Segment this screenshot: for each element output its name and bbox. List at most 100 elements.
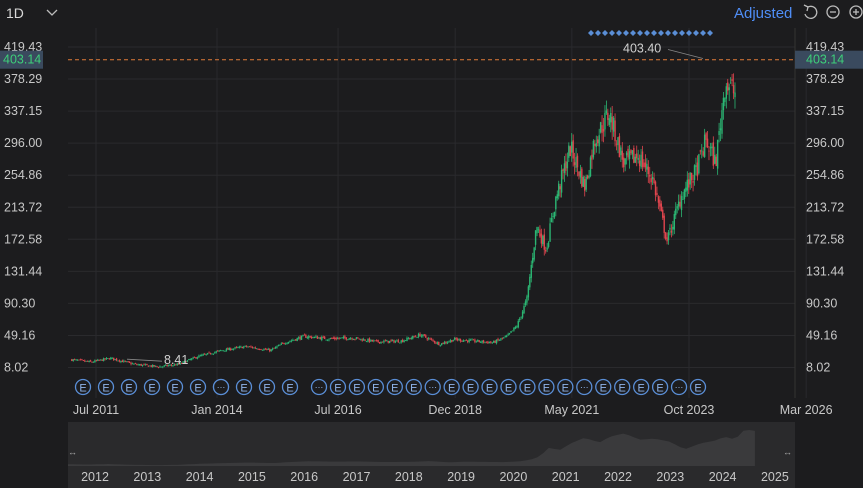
candle-body [539,229,541,237]
more-events-icon[interactable] [212,378,230,396]
navigator-right-handle[interactable]: ↔ [783,447,792,457]
dividend-marker-icon[interactable] [679,30,685,36]
dividend-marker-icon[interactable] [672,30,678,36]
candle-body [706,138,709,148]
current-price-label-right: 403.14 [806,53,844,67]
candle-body [341,337,343,339]
earnings-marker-icon[interactable] [348,378,366,396]
dividend-marker-icon[interactable] [651,30,657,36]
reset-icon[interactable] [803,4,818,19]
candle-body [232,348,235,350]
dividend-marker-icon[interactable] [658,30,664,36]
candle-body [150,365,152,367]
earnings-marker-icon[interactable] [595,378,612,396]
dividend-marker-icon[interactable] [595,30,601,36]
candle-body [377,340,379,343]
earnings-marker-icon[interactable] [143,378,161,396]
more-events-icon[interactable] [424,378,441,396]
candle-body [485,341,488,343]
candle-body [420,335,423,337]
earnings-marker-icon[interactable] [235,378,253,396]
earnings-marker-label: E [171,383,178,395]
candle-body [513,327,515,331]
earnings-marker-icon[interactable] [405,378,422,396]
earnings-marker-label: … [315,380,324,390]
dividend-marker-icon[interactable] [616,30,622,36]
dividend-marker-icon[interactable] [707,30,713,36]
candle-body [211,353,213,355]
earnings-marker-icon[interactable] [462,378,479,396]
earnings-marker-icon[interactable] [689,378,707,396]
candle-body [621,150,623,160]
earnings-marker-icon[interactable] [367,378,385,396]
more-events-icon[interactable] [670,378,688,396]
x-tick-label: Jul 2011 [73,403,119,417]
earnings-marker-icon[interactable] [97,378,115,396]
earnings-marker-icon[interactable] [481,378,498,396]
earnings-marker-icon[interactable] [166,378,184,396]
earnings-marker-icon[interactable] [189,378,207,396]
candle-body [482,340,485,343]
candle-body [117,360,119,362]
current-price-label-left: 403.14 [3,53,41,67]
candle-body [345,337,348,340]
more-events-icon[interactable] [310,378,328,396]
candle-body [373,340,375,342]
navigator-left-handle[interactable]: ↔ [68,447,77,457]
earnings-marker-icon[interactable] [386,378,403,396]
candle-body [85,360,87,362]
dividend-marker-icon[interactable] [630,30,636,36]
navigator-area [68,430,755,466]
candlestick-series[interactable] [71,73,736,369]
candle-body [241,346,243,349]
candle-body [547,242,550,247]
earnings-marker-icon[interactable] [329,378,347,396]
candle-body [219,350,222,352]
earnings-marker-icon[interactable] [519,378,536,396]
earnings-marker-icon[interactable] [557,378,574,396]
zoom-out-icon[interactable] [826,5,840,19]
earnings-marker-icon[interactable] [258,378,276,396]
candle-body [192,357,194,359]
dividend-marker-icon[interactable] [609,30,615,36]
earnings-marker-icon[interactable] [500,378,517,396]
earnings-marker-icon[interactable] [651,378,669,396]
more-events-icon[interactable] [576,378,593,396]
dividend-marker-icon[interactable] [686,30,692,36]
earnings-marker-icon[interactable] [633,378,650,396]
dividend-marker-icon[interactable] [693,30,699,36]
dividend-marker-icon[interactable] [637,30,643,36]
navigator-year-label: 2021 [552,470,580,484]
candle-body [534,230,537,245]
candle-body [516,326,518,328]
candle-body [279,344,281,346]
candle-body [394,341,397,343]
interval-selector[interactable]: 1D [6,5,24,21]
zoom-in-icon[interactable] [849,5,863,19]
earnings-marker-icon[interactable] [120,378,138,396]
candle-body [495,339,498,344]
candle-body [591,154,593,160]
earnings-marker-icon[interactable] [281,378,299,396]
dividend-marker-icon[interactable] [700,30,706,36]
y-axis-left: 419.43 378.29 337.15 296.00 254.86 213.72 172.… [4,40,42,375]
dividend-marker-icon[interactable] [588,30,594,36]
earnings-marker-icon[interactable] [74,378,92,396]
dividend-markers[interactable] [588,30,713,36]
dividend-marker-icon[interactable] [623,30,629,36]
candle-body [462,340,465,342]
candle-body [497,338,499,341]
candle-body [683,189,686,199]
chevron-down-icon[interactable] [46,9,58,16]
dividend-marker-icon[interactable] [644,30,650,36]
candle-body [624,158,626,165]
earnings-marker-icon[interactable] [443,378,460,396]
earnings-marker-icon[interactable] [614,378,631,396]
dividend-marker-icon[interactable] [665,30,671,36]
dividend-marker-icon[interactable] [602,30,608,36]
earnings-marker-icon[interactable] [538,378,555,396]
candle-body [584,179,586,191]
adjust-toggle[interactable]: Adjusted [734,5,792,22]
